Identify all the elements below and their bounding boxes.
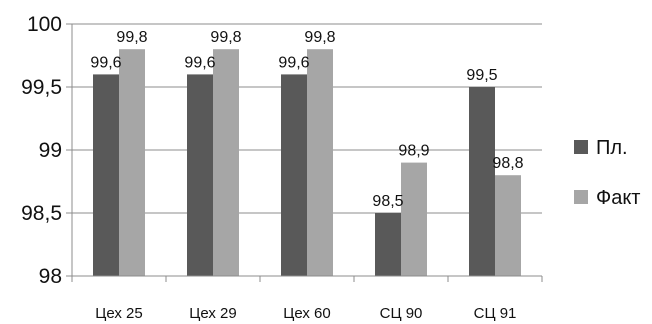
bars bbox=[93, 49, 521, 277]
x-tick-label: Цех 29 bbox=[189, 305, 236, 322]
bar-plan bbox=[375, 213, 401, 276]
bar-fact bbox=[401, 162, 427, 276]
bar-fact bbox=[213, 49, 239, 277]
y-axis-ticks: 98 98,5 99 99,5 100 bbox=[21, 13, 62, 288]
x-tick-label: СЦ 90 bbox=[380, 305, 423, 322]
data-label: 99,8 bbox=[304, 29, 335, 46]
data-labels: 99,6 99,8 99,6 99,8 99,6 99,8 98,5 98,9 99,5 98,8 bbox=[90, 29, 523, 210]
data-label: 99,8 bbox=[210, 29, 241, 46]
x-axis-ticks: Цех 25 Цех 29 Цех 60 СЦ 90 СЦ 91 bbox=[72, 275, 542, 322]
x-tick-label: Цех 25 bbox=[95, 305, 142, 322]
y-tick-label: 98 bbox=[39, 265, 62, 288]
data-label: 98,5 bbox=[372, 193, 403, 210]
legend-label: Факт bbox=[596, 187, 640, 209]
legend-swatch bbox=[574, 140, 588, 154]
bar-plan bbox=[93, 74, 119, 277]
data-label: 99,8 bbox=[116, 29, 147, 46]
y-tick-label: 98,5 bbox=[21, 202, 62, 225]
bar-fact bbox=[495, 175, 521, 276]
legend-swatch bbox=[574, 190, 588, 204]
legend: Пл. Факт bbox=[574, 137, 640, 209]
y-tick-label: 99,5 bbox=[21, 76, 62, 99]
bar-plan bbox=[281, 74, 307, 277]
bar-fact bbox=[119, 49, 145, 277]
data-label: 99,5 bbox=[466, 67, 497, 84]
y-tick-label: 99 bbox=[39, 139, 62, 162]
data-label: 99,6 bbox=[90, 54, 121, 71]
data-label: 98,9 bbox=[398, 143, 429, 160]
bar-plan bbox=[187, 74, 213, 277]
data-label: 99,6 bbox=[278, 54, 309, 71]
data-label: 98,8 bbox=[492, 155, 523, 172]
x-tick-label: СЦ 91 bbox=[474, 305, 517, 322]
y-tick-label: 100 bbox=[27, 13, 62, 36]
x-tick-label: Цех 60 bbox=[283, 305, 330, 322]
bar-plan bbox=[469, 87, 495, 276]
bar-fact bbox=[307, 49, 333, 277]
data-label: 99,6 bbox=[184, 54, 215, 71]
legend-label: Пл. bbox=[596, 137, 628, 159]
